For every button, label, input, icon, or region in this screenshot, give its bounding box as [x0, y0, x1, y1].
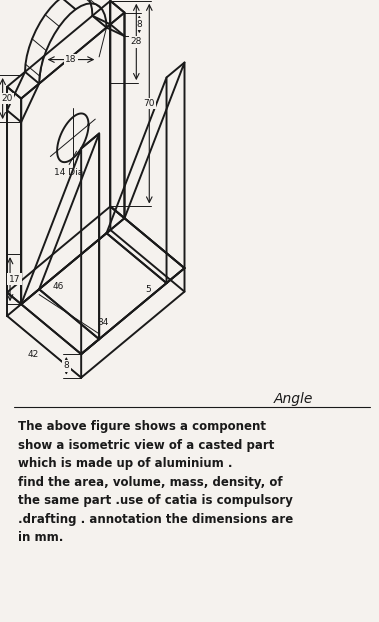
Text: 8: 8 — [136, 20, 142, 29]
Text: 28: 28 — [131, 37, 142, 47]
Text: Angle: Angle — [274, 392, 313, 406]
Text: 18: 18 — [65, 55, 77, 64]
Text: 46: 46 — [53, 282, 64, 290]
Text: 34: 34 — [97, 318, 108, 327]
Text: 14 Dia: 14 Dia — [55, 168, 84, 177]
Text: The above figure shows a component
show a isometric view of a casted part
which : The above figure shows a component show … — [18, 420, 293, 544]
Text: 20: 20 — [2, 94, 13, 103]
Text: 8: 8 — [63, 361, 69, 370]
Text: 70: 70 — [144, 99, 155, 108]
Text: 42: 42 — [27, 350, 39, 360]
Text: 5: 5 — [145, 285, 150, 294]
Text: 17: 17 — [9, 275, 20, 284]
